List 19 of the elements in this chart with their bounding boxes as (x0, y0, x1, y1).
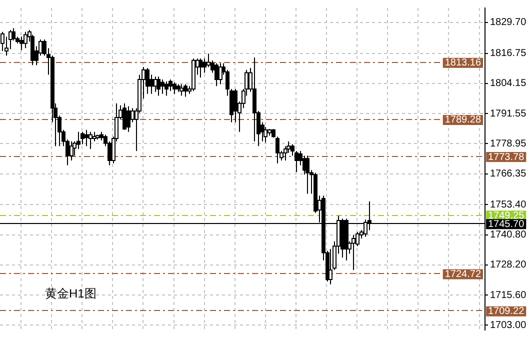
y-tick-label: 1766.35 (490, 168, 527, 180)
y-tick-label: 1791.55 (490, 108, 527, 120)
y-tick-label: 1829.70 (490, 17, 527, 28)
ref-line-label: 1749.25 (488, 210, 525, 222)
ref-line-label: 1709.22 (488, 306, 525, 318)
y-tick-label: 1740.80 (490, 230, 527, 241)
y-tick-label: 1728.20 (490, 260, 527, 271)
y-tick-label: 1715.60 (490, 290, 527, 301)
ref-line-label: 1745.70 (488, 218, 525, 230)
y-tick-label: 1778.95 (490, 138, 527, 150)
y-tick-label: 1753.40 (490, 199, 527, 210)
annotation: 黄金H1图 (45, 286, 96, 300)
ref-line-label: 1789.28 (444, 114, 482, 126)
ref-line-label: 1813.16 (444, 58, 482, 69)
ref-line-label: 1773.78 (488, 152, 525, 163)
y-tick-label: 1816.75 (490, 48, 527, 60)
ref-line-label: 1724.72 (444, 269, 482, 280)
y-tick-label: 1804.15 (490, 78, 527, 90)
y-tick-label: 1703.00 (490, 320, 527, 331)
